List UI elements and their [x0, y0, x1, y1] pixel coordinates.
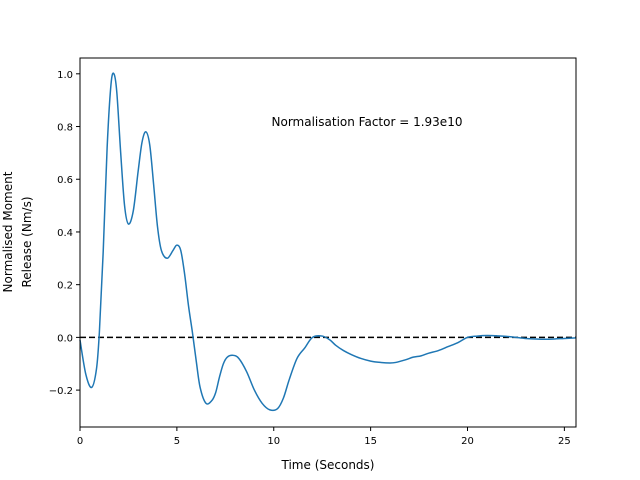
y-axis-label-line-1: Normalised Moment: [1, 171, 15, 292]
x-tick-label: 5: [174, 436, 180, 447]
y-tick-label: 0.8: [57, 123, 73, 134]
x-tick-label: 0: [77, 436, 83, 447]
y-tick-label: −0.2: [49, 386, 73, 397]
axis-ticks: 0 5 10 15 20 25 −0.2 0.0 0.2 0.4 0.6 0.8 1.0: [49, 70, 571, 447]
x-tick-label: 15: [364, 436, 377, 447]
x-tick-label: 20: [461, 436, 474, 447]
plot-frame: [79, 57, 577, 428]
y-tick-label: 0.4: [57, 228, 73, 239]
y-axis-label-line-2: Release (Nm/s): [20, 196, 34, 287]
annotation-text: Normalisation Factor = 1.93e10: [272, 115, 463, 129]
y-tick-label: 0.0: [57, 333, 73, 344]
series-line: [79, 72, 577, 412]
y-tick-label: 1.0: [57, 70, 73, 81]
y-tick-label: 0.6: [57, 175, 73, 186]
plot-area: [80, 58, 576, 427]
y-tick-label: 0.2: [57, 281, 73, 292]
x-tick-label: 25: [558, 436, 571, 447]
x-tick-label: 10: [267, 436, 280, 447]
x-axis-label: Time (Seconds): [281, 458, 375, 472]
